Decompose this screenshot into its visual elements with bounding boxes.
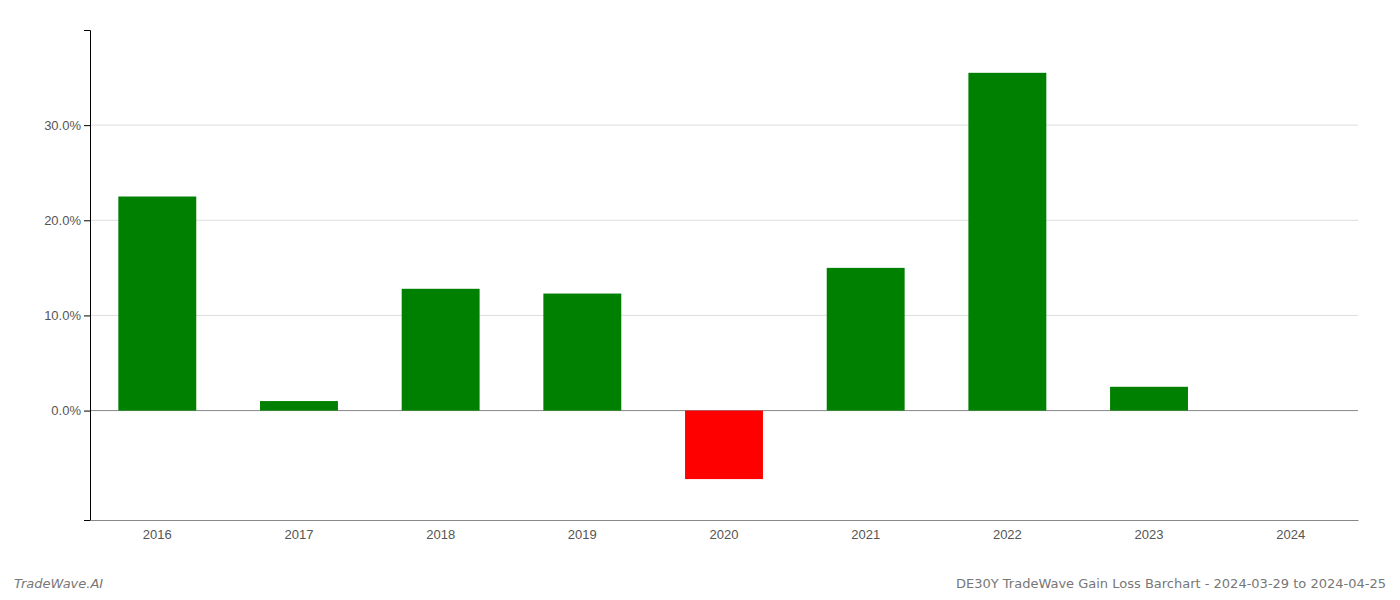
tick-label: 10.0% — [44, 308, 81, 323]
bars — [118, 73, 1188, 479]
tick: 0.0% — [51, 403, 90, 418]
plot: 0.0%10.0%20.0%30.0%201620172018201920202… — [44, 31, 1358, 543]
tick-label: 2017 — [285, 527, 314, 542]
tick: 2021 — [851, 527, 880, 542]
bar — [685, 411, 763, 480]
bar — [118, 197, 196, 411]
tick-label: 20.0% — [44, 213, 81, 228]
tick-label: 2019 — [568, 527, 597, 542]
bar — [402, 289, 480, 411]
tick-label: 2022 — [993, 527, 1022, 542]
bar — [260, 401, 338, 411]
tick-label: 0.0% — [51, 403, 81, 418]
tick: 2020 — [710, 527, 739, 542]
tick-label: 2018 — [426, 527, 455, 542]
bar — [968, 73, 1046, 411]
title: DE30Y TradeWave Gain Loss Barchart - 202… — [956, 576, 1386, 591]
tick: 30.0% — [44, 118, 90, 133]
chart: 0.0%10.0%20.0%30.0%201620172018201920202… — [0, 0, 1400, 600]
tick: 2023 — [1135, 527, 1164, 542]
grid — [90, 125, 1358, 410]
tick: 2018 — [426, 527, 455, 542]
y-axis: 0.0% 10.0% 20.0% 30.0% — [44, 31, 90, 521]
tick-label: 2024 — [1276, 527, 1305, 542]
tick: 20.0% — [44, 213, 90, 228]
tick-label: 2016 — [143, 527, 172, 542]
x-axis: 2016 2017 2018 2019 2020 2021 2022 2023 2024 — [91, 521, 1359, 543]
bar — [1110, 387, 1188, 411]
tick-label: 2023 — [1135, 527, 1164, 542]
tick-label: 30.0% — [44, 118, 81, 133]
tick: 2016 — [143, 527, 172, 542]
tick-mark — [84, 220, 90, 221]
tick-label: 2020 — [710, 527, 739, 542]
tick: 2024 — [1276, 527, 1305, 542]
grid-line — [90, 125, 1358, 126]
tick: 2017 — [285, 527, 314, 542]
grid-line — [90, 220, 1358, 221]
tick-mark — [84, 411, 90, 412]
tick: 2022 — [993, 527, 1022, 542]
axis-line — [91, 520, 1359, 521]
axis-line — [84, 31, 91, 521]
tick-label: 2021 — [851, 527, 880, 542]
footer-text: TradeWave.AI — [14, 576, 103, 591]
tick: 10.0% — [44, 308, 90, 323]
bar — [1252, 410, 1330, 411]
bar — [543, 294, 621, 411]
tick: 2019 — [568, 527, 597, 542]
bar — [827, 268, 905, 411]
tick-mark — [84, 125, 90, 126]
tick-mark — [84, 315, 90, 316]
grid-line — [90, 315, 1358, 316]
